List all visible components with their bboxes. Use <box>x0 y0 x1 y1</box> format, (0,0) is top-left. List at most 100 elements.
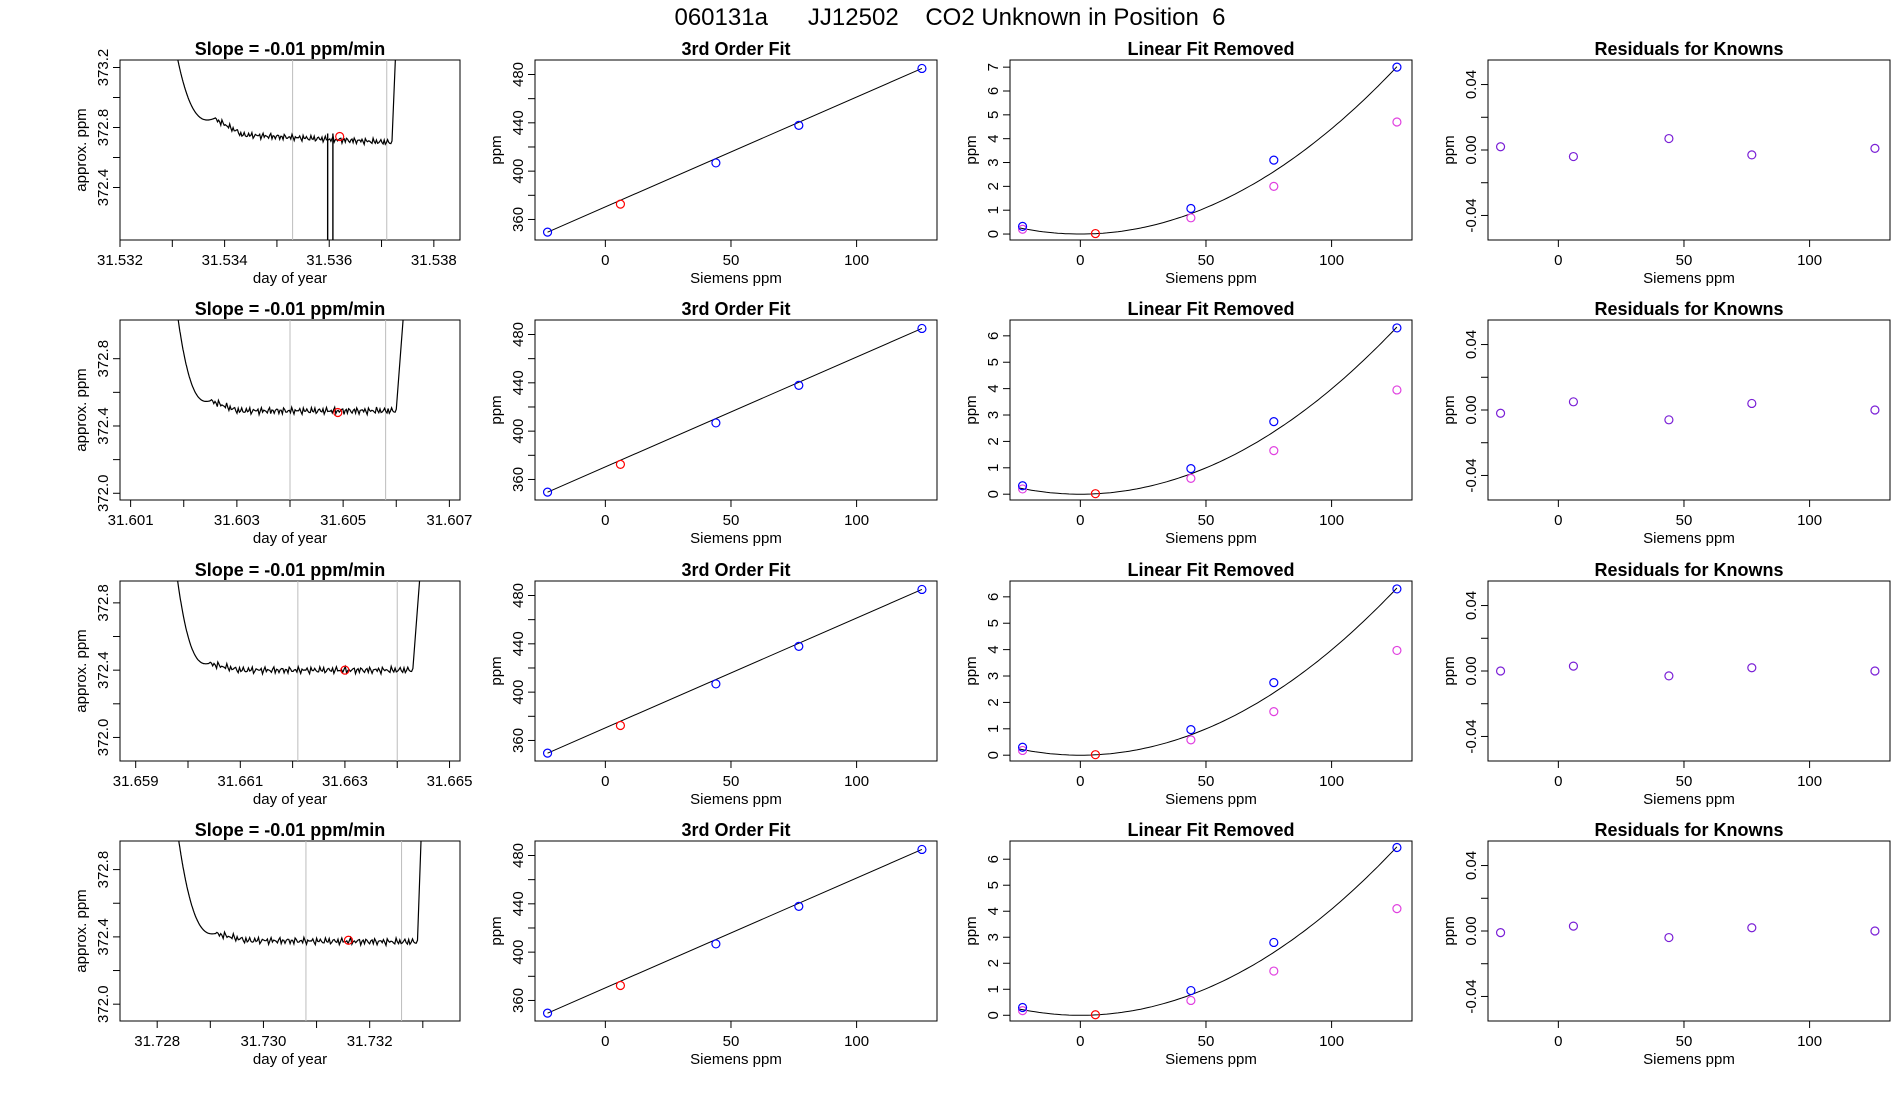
x-tick-label: 31.665 <box>427 773 473 790</box>
y-tick-label: 372.4 <box>95 407 112 445</box>
plot-frame <box>119 59 461 241</box>
panel-title: Residuals for Knowns <box>1594 299 1783 319</box>
y-tick-label: 2 <box>985 437 1002 445</box>
plot-frame <box>1009 580 1413 762</box>
y-tick-label: 480 <box>510 322 527 347</box>
y-tick-label: 400 <box>510 680 527 705</box>
x-tick-label: 31.730 <box>240 1033 286 1050</box>
y-tick-label: 1 <box>985 206 1002 214</box>
fit-curve <box>1019 587 1398 756</box>
y-axis-label: ppm <box>963 656 980 685</box>
x-axis-label: Siemens ppm <box>1643 270 1735 287</box>
y-axis-label: ppm <box>488 395 505 424</box>
x-tick-label: 50 <box>1676 1033 1693 1050</box>
y-tick-label: 372.8 <box>95 584 112 622</box>
y-tick-label: 0 <box>985 230 1002 238</box>
data-layer <box>1017 842 1402 1020</box>
x-axis-label: day of year <box>253 1051 327 1068</box>
residual-point <box>1870 926 1880 936</box>
x-tick-label: 31.663 <box>322 773 368 790</box>
y-tick-label: 440 <box>510 631 527 656</box>
y-tick-label: 400 <box>510 159 527 184</box>
panel-title: Linear Fit Removed <box>1127 39 1294 59</box>
known-point <box>917 584 927 595</box>
y-tick-label: 440 <box>510 891 527 916</box>
y-tick-label: 6 <box>985 855 1002 863</box>
residual-point <box>1568 661 1579 671</box>
x-axis-label: Siemens ppm <box>1165 1051 1257 1068</box>
raw-point <box>1269 181 1279 191</box>
y-axis-label: approx. ppm <box>73 108 90 191</box>
x-tick-label: 100 <box>844 252 869 269</box>
x-tick-label: 100 <box>1319 1033 1344 1050</box>
fit-line <box>547 327 923 493</box>
x-tick-label: 50 <box>1676 773 1693 790</box>
unknown-point <box>615 459 626 469</box>
x-tick-label: 100 <box>1797 252 1822 269</box>
panel-row1-drift: Slope = -0.01 ppm/min 31.532 31.534 31.536 3… <box>73 39 461 287</box>
raw-point <box>1186 473 1196 483</box>
known-point <box>542 487 553 497</box>
data-layer <box>542 323 927 497</box>
data-layer <box>1495 397 1880 425</box>
drift-trace <box>178 841 422 948</box>
x-tick-label: 100 <box>1319 773 1344 790</box>
x-tick-label: 0 <box>1554 252 1562 269</box>
y-tick-label: 0 <box>985 490 1002 498</box>
fit-line <box>547 588 923 754</box>
known-point <box>1392 62 1402 72</box>
y-tick-label: 0 <box>985 1011 1002 1019</box>
x-tick-label: 50 <box>723 252 740 269</box>
plot-frame <box>1009 319 1413 501</box>
panel-row4-residuals: Residuals for Knowns 0 50 100 Siemens ppm -0.… <box>1441 820 1891 1068</box>
x-axis-label: day of year <box>253 270 327 287</box>
raw-point <box>1017 1005 1028 1016</box>
raw-point <box>1392 645 1402 656</box>
panel-title: Residuals for Knowns <box>1594 820 1783 840</box>
y-tick-label: 4 <box>985 907 1002 915</box>
y-axis-label: ppm <box>1441 395 1458 424</box>
plot-frame <box>534 840 938 1022</box>
residual-point <box>1747 663 1757 673</box>
fit-line <box>547 67 923 233</box>
known-point <box>1186 203 1196 214</box>
y-axis-label: approx. ppm <box>73 368 90 451</box>
unknown-point <box>1090 750 1101 760</box>
data-layer <box>177 320 404 500</box>
y-tick-label: 360 <box>510 728 527 753</box>
panel-title: Slope = -0.01 ppm/min <box>195 820 386 840</box>
unknown-point <box>615 980 626 991</box>
page-title: 060131a JJ12502 CO2 Unknown in Position … <box>674 4 1226 31</box>
panel-title: Linear Fit Removed <box>1127 299 1294 319</box>
x-tick-label: 31.728 <box>134 1033 180 1050</box>
y-tick-label: 0 <box>985 751 1002 759</box>
y-tick-label: -0.04 <box>1463 719 1480 753</box>
y-tick-label: 4 <box>985 645 1002 653</box>
panel-row1-linear-removed: Linear Fit Removed 0 50 100 Siemens ppm 0 1 2 3 4… <box>963 39 1413 287</box>
known-point <box>1017 221 1028 232</box>
data-layer <box>542 844 927 1018</box>
raw-point <box>1186 995 1196 1006</box>
unknown-point <box>1090 1010 1101 1020</box>
residual-point <box>1568 151 1579 162</box>
unknown-point <box>1090 228 1101 239</box>
x-tick-label: 31.732 <box>347 1033 393 1050</box>
known-point <box>1269 155 1279 165</box>
x-tick-label: 100 <box>1319 252 1344 269</box>
x-tick-label: 0 <box>601 512 609 529</box>
x-tick-label: 31.607 <box>426 512 472 529</box>
x-tick-label: 50 <box>1198 773 1215 790</box>
y-tick-label: 2 <box>985 698 1002 706</box>
panel-title: Slope = -0.01 ppm/min <box>195 560 386 580</box>
sample-marker <box>335 131 345 142</box>
y-axis-label: ppm <box>963 395 980 424</box>
panel-row2-residuals: Residuals for Knowns 0 50 100 Siemens ppm -0.… <box>1441 299 1891 547</box>
unknown-point <box>615 720 626 731</box>
y-tick-label: 6 <box>985 332 1002 340</box>
x-tick-label: 31.536 <box>306 252 352 269</box>
residual-point <box>1568 397 1579 407</box>
y-tick-label: 372.0 <box>95 719 112 757</box>
y-tick-label: 440 <box>510 110 527 135</box>
plot-frame <box>534 59 938 241</box>
data-layer <box>1017 62 1402 239</box>
